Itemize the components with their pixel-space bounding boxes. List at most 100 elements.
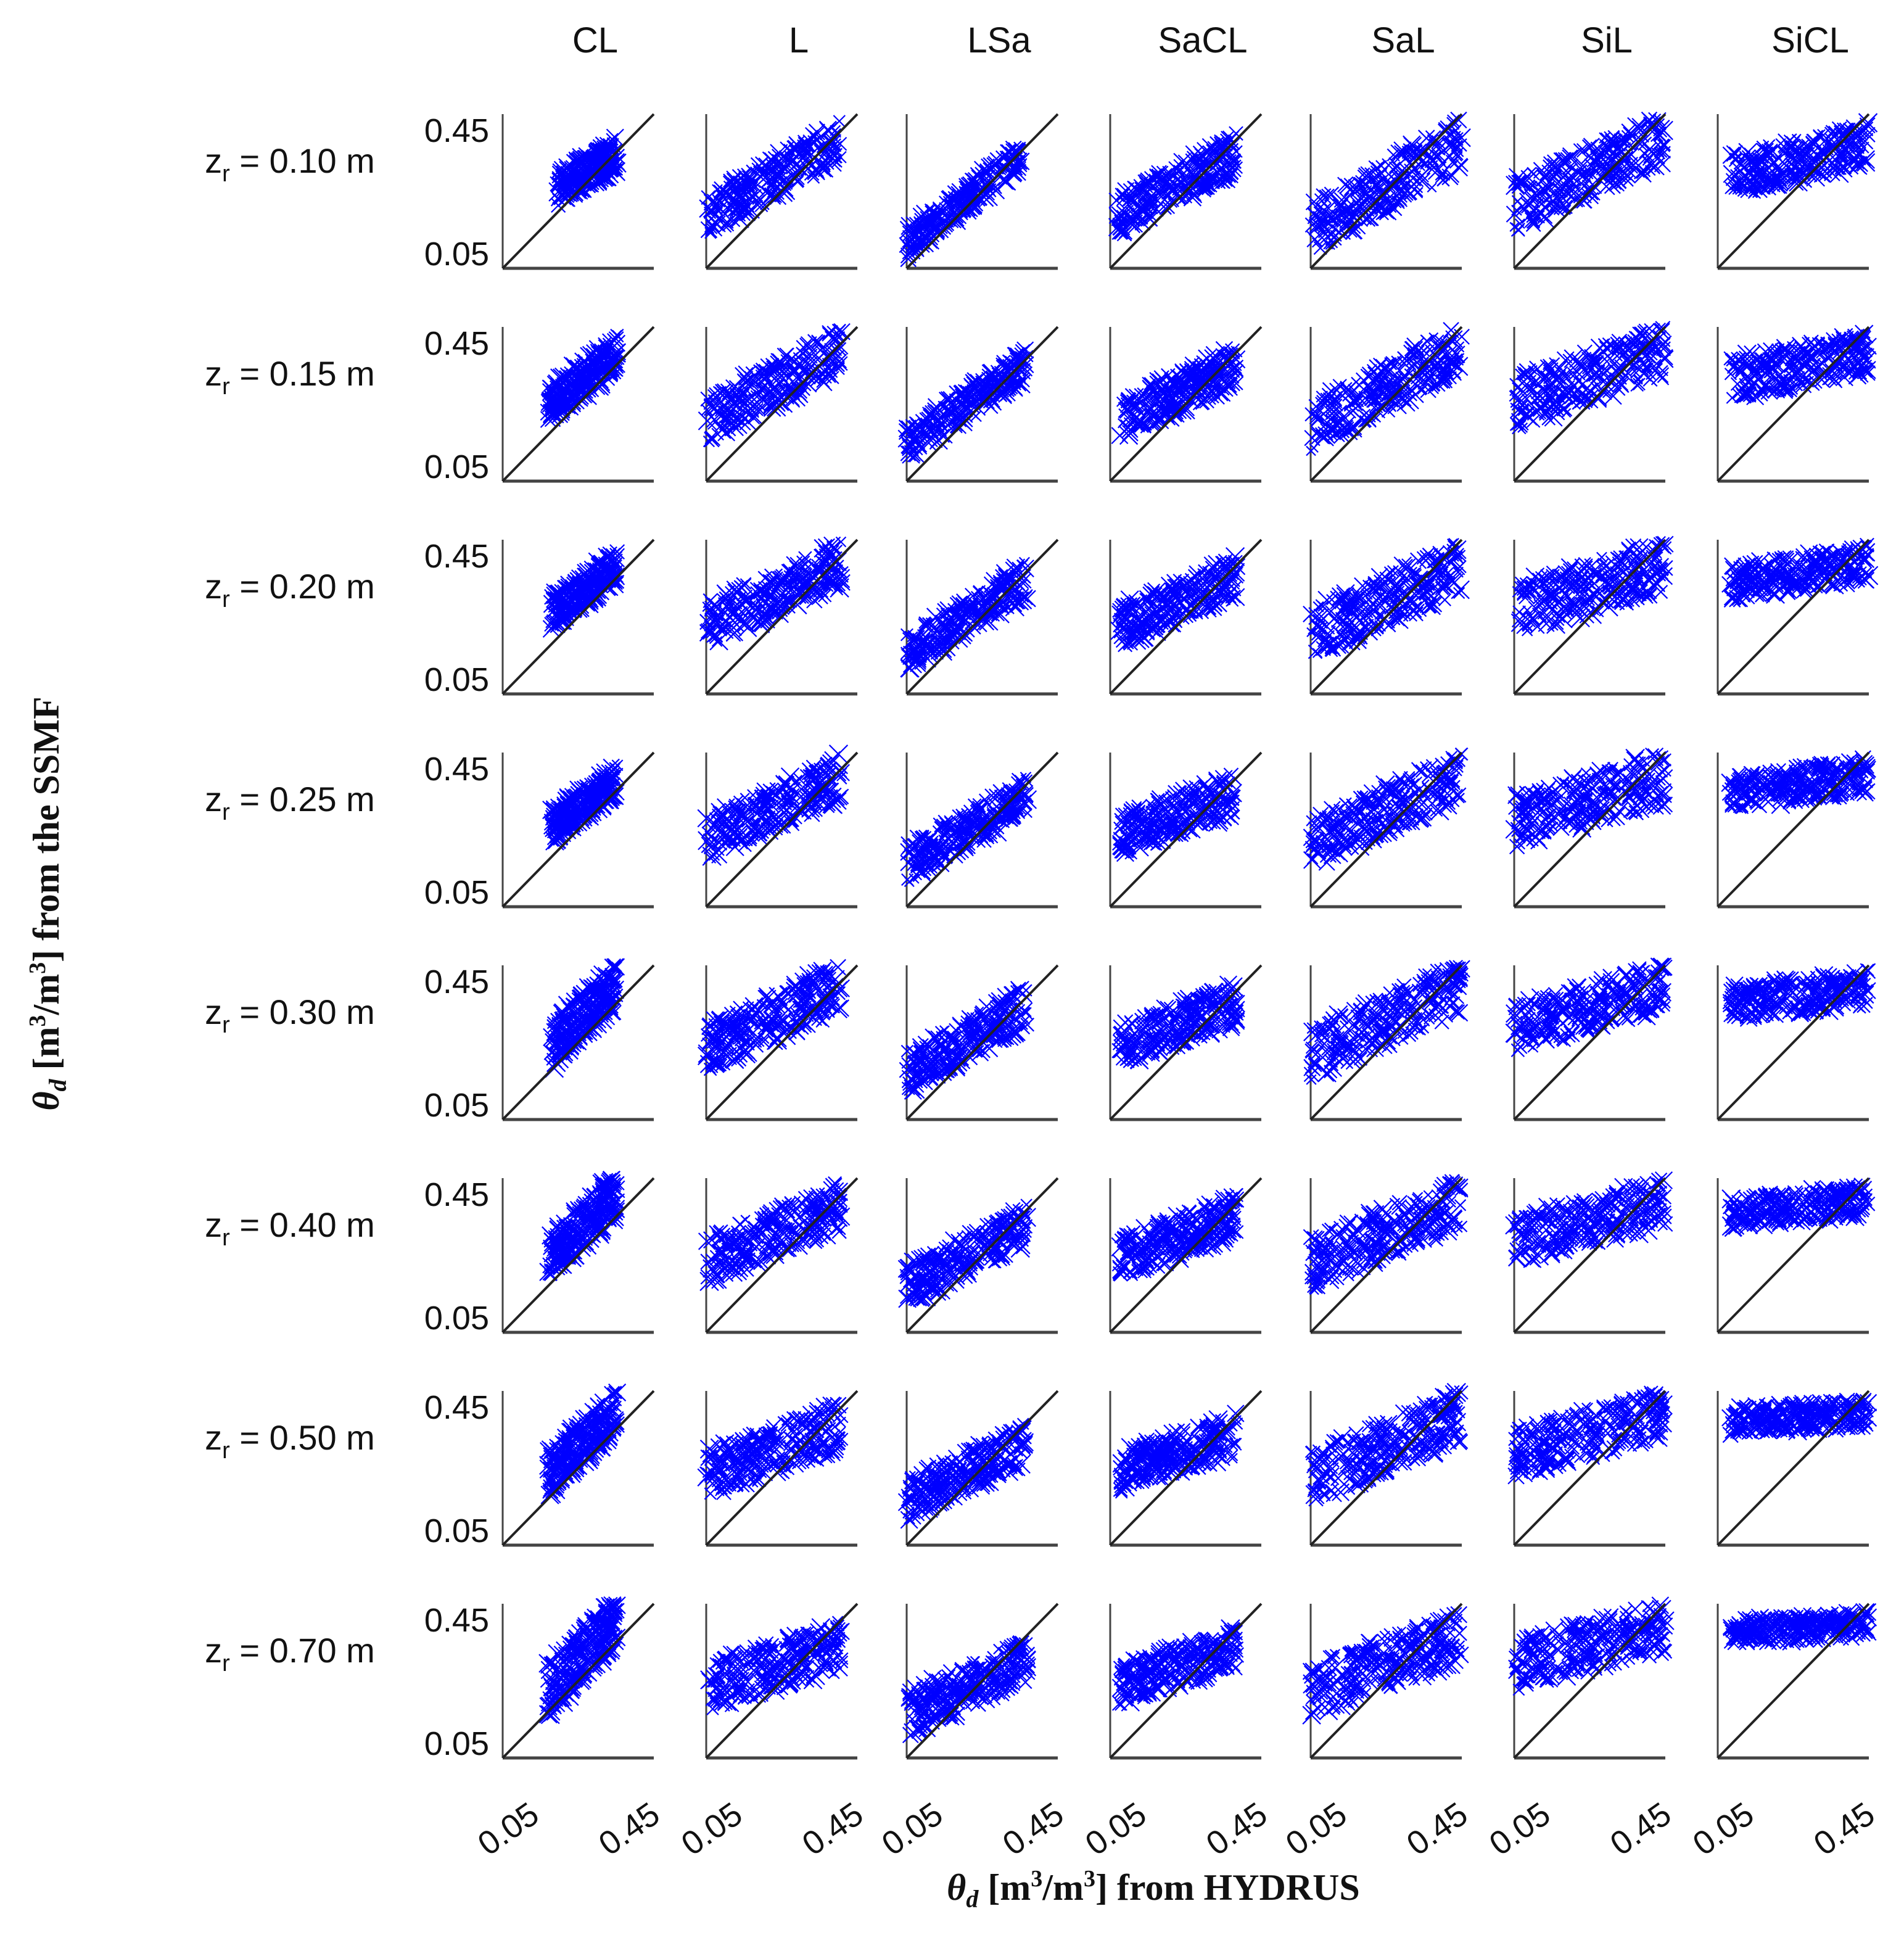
scatter-point — [551, 387, 561, 398]
scatter-point — [544, 616, 559, 632]
y-tick-label: 0.05 — [424, 661, 489, 698]
panel-cl-row-6: 0.45 0.05 — [424, 1170, 655, 1337]
y-tick-label: 0.45 — [424, 325, 489, 362]
one-to-one-line — [501, 964, 655, 1121]
panel-l-row-3 — [699, 536, 859, 696]
scatter-point — [608, 331, 624, 347]
y-tick-label: 0.45 — [424, 1176, 489, 1213]
panel-cl-row-8: 0.450.05 — [424, 1596, 655, 1762]
panel-lsa-row-1 — [899, 113, 1059, 270]
scatter-point — [612, 329, 622, 340]
scatter-point — [577, 811, 593, 827]
scatter-points — [699, 536, 851, 651]
panel-l-row-5 — [697, 959, 859, 1121]
panel-lsa-row-2 — [897, 326, 1059, 483]
scatter-point — [828, 1667, 840, 1680]
row-label-4: zr = 0.25 m — [205, 780, 375, 825]
scatter-point — [542, 399, 555, 413]
panel-cl-row-1: 0.450.05 — [424, 112, 655, 273]
scatter-point — [572, 183, 588, 200]
panel-cl-row-7: 0.45 0.05 — [424, 1383, 655, 1549]
scatter-point — [585, 367, 601, 383]
scatter-point — [547, 593, 558, 604]
panel-l-row-4 — [697, 745, 859, 909]
panel-cl-row-5: 0.450.05 — [424, 958, 655, 1124]
scatter-point — [580, 583, 591, 593]
scatter-point — [588, 358, 604, 374]
scatter-point — [763, 995, 781, 1013]
y-tick-label: 0.05 — [424, 1725, 489, 1762]
one-to-one-line — [905, 113, 1059, 270]
scatter-points — [543, 958, 625, 1078]
y-tick-label: 0.45 — [424, 538, 489, 575]
y-tick-label: 0.05 — [424, 874, 489, 911]
scatter-points — [540, 328, 627, 428]
scatter-point — [608, 559, 622, 574]
column-header-cl: CL — [572, 20, 618, 60]
scatter-point — [550, 408, 563, 421]
scatter-point — [559, 390, 571, 402]
scatter-points — [548, 128, 627, 213]
scatter-point — [579, 589, 597, 608]
scatter-point — [600, 142, 613, 155]
panel-l-row-2 — [698, 323, 859, 483]
column-header-sal: SaL — [1371, 20, 1435, 60]
y-tick-label: 0.05 — [424, 1512, 489, 1549]
scatter-points — [697, 959, 850, 1076]
scatter-point — [563, 180, 578, 196]
scatter-point — [732, 1216, 748, 1232]
scatter-point — [996, 173, 1013, 190]
scatter-points — [897, 341, 1034, 464]
scatter-points — [698, 323, 851, 448]
scatter-points — [899, 140, 1030, 268]
row-label-1: zr = 0.10 m — [205, 141, 375, 187]
scatter-point — [740, 1215, 751, 1225]
y-tick-label: 0.45 — [424, 112, 489, 149]
scatter-points — [900, 556, 1036, 678]
scatter-point — [576, 169, 589, 182]
scatter-point — [548, 614, 565, 631]
scatter-point — [710, 1269, 725, 1284]
scatter-point — [558, 580, 575, 598]
scatter-point — [559, 369, 571, 382]
scatter-point — [606, 128, 624, 147]
scatter-point — [544, 405, 560, 421]
column-header-sicl: SiCL — [1771, 20, 1849, 60]
scatter-point — [746, 1691, 760, 1705]
scatter-point — [609, 544, 625, 560]
scatter-points — [700, 1615, 850, 1715]
scatter-points — [699, 115, 847, 239]
scatter-point — [547, 591, 567, 610]
y-tick-label: 0.05 — [424, 448, 489, 485]
scatter-point — [575, 597, 588, 610]
scatter-point — [543, 1656, 558, 1670]
scatter-points — [697, 1396, 849, 1501]
panel-lsa-row-3 — [900, 538, 1059, 696]
scatter-point — [562, 399, 574, 411]
row-label-2: zr = 0.15 m — [205, 354, 375, 400]
scatter-point — [550, 191, 566, 207]
scatter-point — [559, 175, 570, 185]
scatter-point — [591, 582, 610, 601]
scatter-points — [542, 758, 625, 851]
scatter-point — [596, 569, 608, 581]
column-header-l: L — [789, 20, 809, 60]
scatter-point — [701, 190, 716, 205]
panels: 0.45 0.05 0.45 0.05 0.45 0.05 0.45 0.05 0.45 0.05… — [424, 111, 1879, 1762]
row-label-3: zr = 0.20 m — [205, 567, 375, 613]
scatter-point — [564, 378, 575, 390]
scatter-point — [565, 357, 582, 374]
scatter-point — [571, 577, 582, 588]
panel-l-row-7 — [697, 1390, 859, 1547]
scatter-point — [593, 149, 611, 167]
scatter-point — [708, 597, 726, 616]
y-tick-label: 0.45 — [424, 1389, 489, 1426]
scatter-point — [600, 343, 614, 357]
row-labels: zr = 0.10 m zr = 0.15 m zr = 0.20 m zr = 0.… — [205, 141, 375, 1677]
scatter-point — [590, 570, 605, 585]
panel-cl-row-2: 0.45 0.05 — [424, 325, 655, 485]
y-tick-label: 0.05 — [424, 1300, 489, 1337]
scatter-point — [580, 160, 596, 176]
scatter-point — [835, 1416, 846, 1428]
scatter-point — [578, 149, 596, 168]
